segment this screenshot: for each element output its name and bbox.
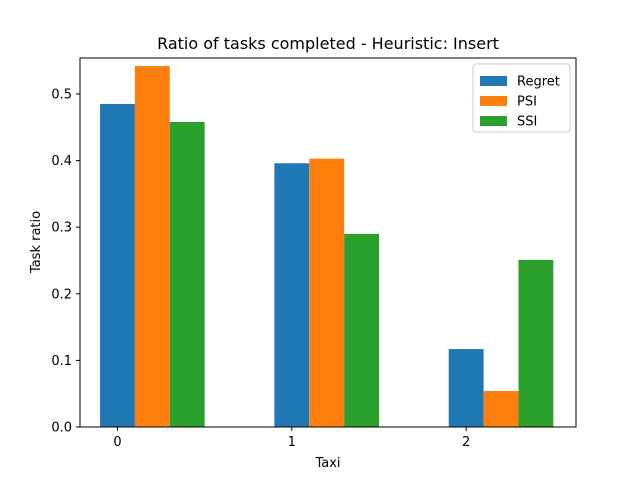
chart-title: Ratio of tasks completed - Heuristic: In… bbox=[157, 34, 499, 53]
legend-label-ssi: SSI bbox=[517, 115, 537, 130]
x-tick-label: 1 bbox=[288, 435, 296, 450]
bar-psi-0 bbox=[134, 65, 170, 427]
y-tick-label: 0.2 bbox=[51, 287, 72, 302]
y-axis: 0.0 0.1 0.2 0.3 0.4 0.5 bbox=[51, 87, 80, 436]
bar-psi-2 bbox=[483, 391, 519, 427]
y-tick-label: 0.5 bbox=[51, 87, 72, 102]
bar-ssi-0 bbox=[169, 121, 205, 428]
legend-label-regret: Regret bbox=[517, 75, 560, 90]
y-tick-label: 0.1 bbox=[51, 354, 72, 369]
y-tick-label: 0.4 bbox=[51, 154, 72, 169]
x-tick-label: 2 bbox=[462, 435, 470, 450]
legend-swatch-regret bbox=[480, 76, 507, 86]
bar-ssi-2 bbox=[518, 259, 554, 427]
bar-regret-0 bbox=[100, 103, 135, 427]
x-axis: 0 1 2 bbox=[113, 427, 470, 450]
bar-regret-2 bbox=[448, 349, 484, 427]
legend-swatch-ssi bbox=[480, 116, 507, 126]
bar-regret-1 bbox=[274, 163, 310, 427]
plot-frame bbox=[79, 57, 577, 428]
legend-label-psi: PSI bbox=[517, 95, 537, 110]
y-tick-label: 0.3 bbox=[51, 221, 72, 236]
bars-group bbox=[100, 65, 554, 428]
legend-swatch-psi bbox=[480, 96, 507, 106]
bar-ssi-1 bbox=[344, 233, 379, 427]
bar-psi-1 bbox=[309, 158, 345, 427]
x-tick-label: 0 bbox=[113, 435, 121, 450]
legend: Regret PSI SSI bbox=[472, 63, 571, 133]
y-axis-label: Task ratio bbox=[29, 211, 44, 274]
y-tick-label: 0.0 bbox=[51, 421, 72, 436]
x-axis-label: Taxi bbox=[314, 456, 340, 471]
